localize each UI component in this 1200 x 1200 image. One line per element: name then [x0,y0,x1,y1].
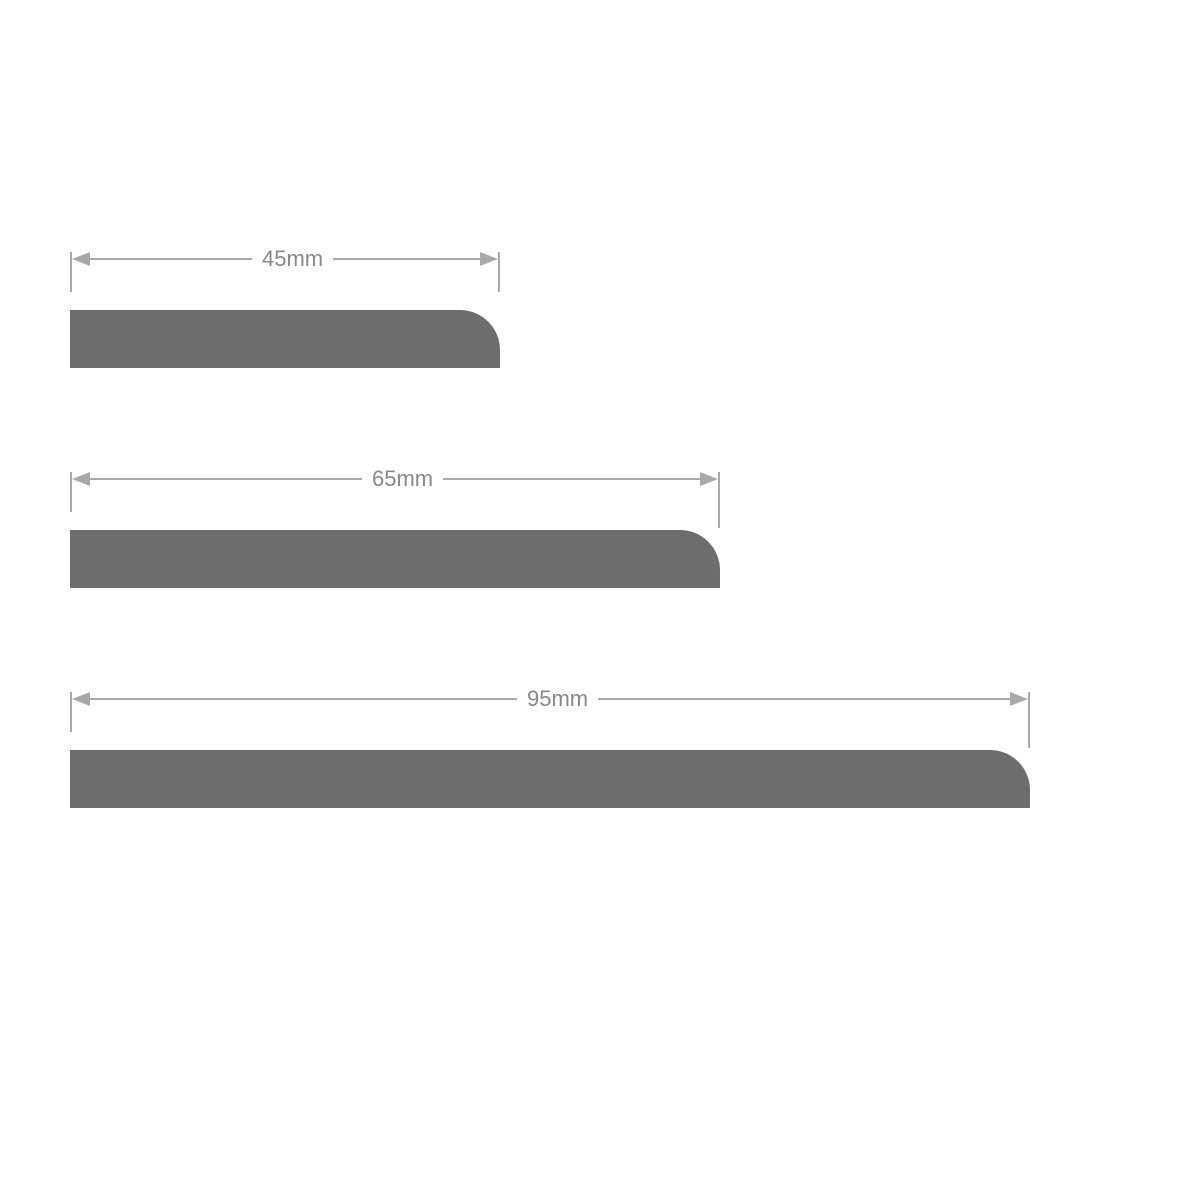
dim-arrow-right-icon [1010,692,1028,706]
dim-arrow-right-icon [700,472,718,486]
diagram-canvas: 45mm 65mm 95mm [0,0,1200,1200]
profile-bar-95mm [70,750,1030,808]
dim-label-65mm: 65mm [362,466,443,492]
dim-right-tick [1028,692,1030,748]
profile-bar-65mm [70,530,720,588]
profile-bar-45mm [70,310,500,368]
dim-right-tick [498,252,500,292]
dim-label-95mm: 95mm [517,686,598,712]
dim-arrow-right-icon [480,252,498,266]
dim-label-45mm: 45mm [252,246,333,272]
dim-right-tick [718,472,720,528]
